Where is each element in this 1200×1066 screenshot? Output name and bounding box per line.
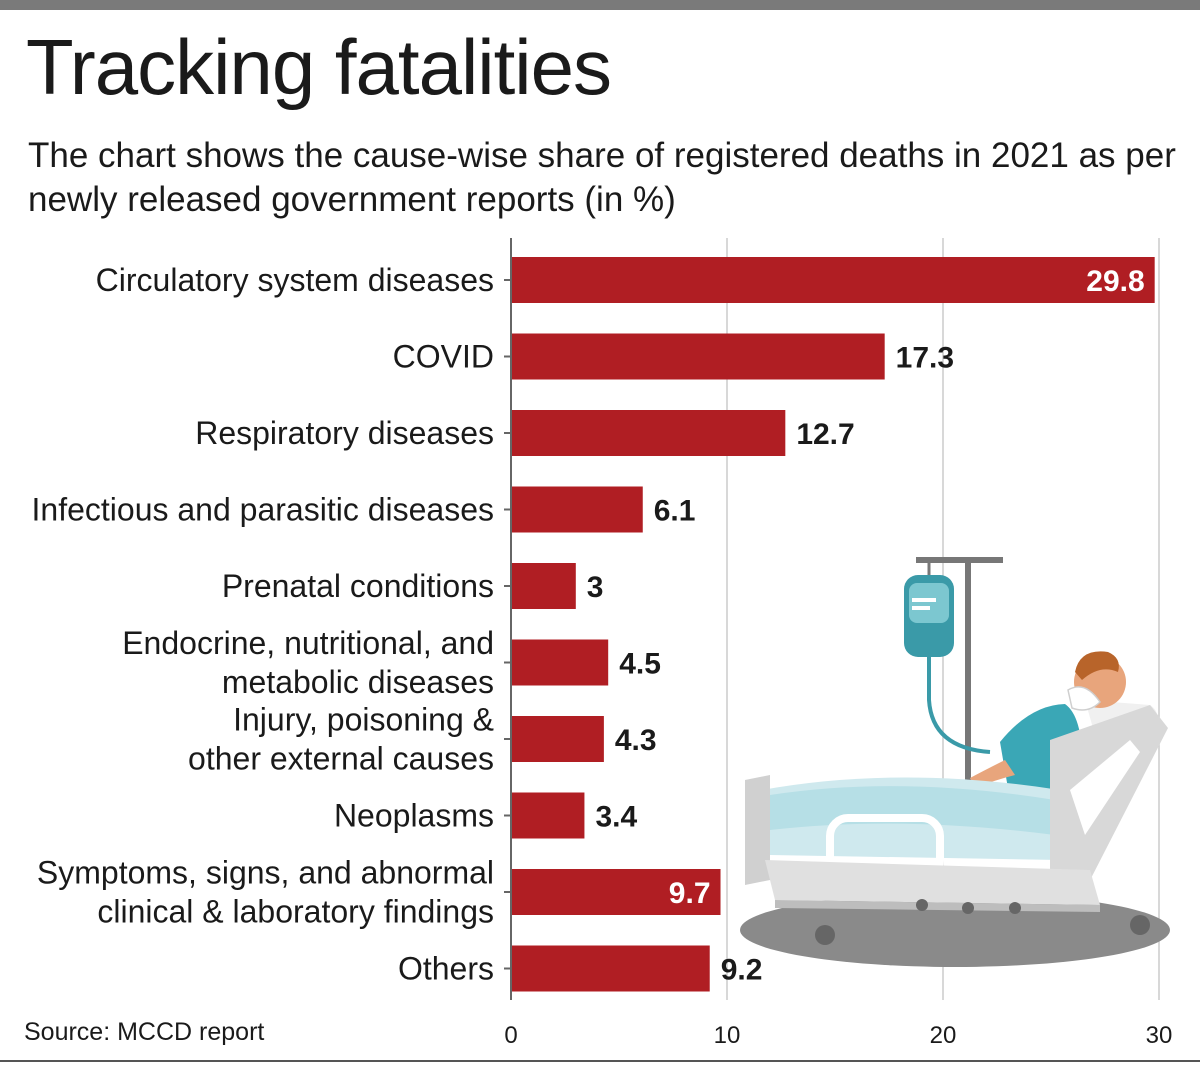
category-label: Symptoms, signs, and abnormal (37, 855, 494, 891)
category-label: Injury, poisoning & (233, 702, 494, 738)
category-label: other external causes (188, 741, 494, 777)
category-label: metabolic diseases (222, 664, 494, 700)
bar (512, 945, 710, 992)
category-label: Infectious and parasitic diseases (32, 492, 494, 528)
category-label: Circulatory system diseases (96, 262, 494, 298)
category-label: Prenatal conditions (222, 568, 494, 604)
bar (512, 869, 721, 915)
value-label: 3.4 (595, 801, 637, 834)
x-tick-label: 20 (930, 1022, 957, 1049)
chart-title: Tracking fatalities (26, 23, 612, 111)
labels-layer: Circulatory system diseases 29.8 COVID 17.3… (32, 262, 1145, 987)
bar (512, 716, 604, 762)
top-rule (0, 0, 1200, 10)
bar (512, 257, 1155, 303)
bar (512, 333, 885, 380)
bar (512, 486, 643, 533)
hospital-patient-iv-drip-icon (740, 557, 1170, 967)
value-label: 29.8 (1086, 265, 1144, 298)
category-label: Respiratory diseases (195, 415, 494, 451)
value-label: 9.2 (721, 954, 763, 987)
category-label: Endocrine, nutritional, and (122, 625, 494, 661)
category-label: COVID (393, 339, 494, 375)
value-label: 9.7 (669, 877, 711, 910)
bar (512, 792, 585, 839)
value-label: 4.3 (615, 724, 657, 757)
value-label: 6.1 (654, 495, 696, 528)
category-label: Neoplasms (334, 798, 494, 834)
bar (512, 410, 786, 456)
source-note: Source: MCCD report (24, 1018, 265, 1046)
value-label: 17.3 (896, 342, 954, 375)
x-tick-label: 0 (504, 1022, 517, 1049)
bar (512, 563, 576, 609)
axis-layer: 0 10 20 30 (504, 238, 1172, 1049)
category-label: clinical & laboratory findings (97, 894, 494, 930)
value-label: 3 (587, 571, 604, 604)
bottom-rule (0, 1060, 1200, 1062)
value-label: 12.7 (796, 418, 854, 451)
value-label: 4.5 (619, 648, 661, 681)
bars-layer (512, 257, 1155, 992)
x-tick-label: 30 (1146, 1022, 1173, 1049)
bar (512, 639, 609, 686)
x-tick-label: 10 (714, 1022, 741, 1049)
category-label: Others (398, 951, 494, 987)
chart-subtitle: The chart shows the cause-wise share of … (28, 136, 1176, 219)
